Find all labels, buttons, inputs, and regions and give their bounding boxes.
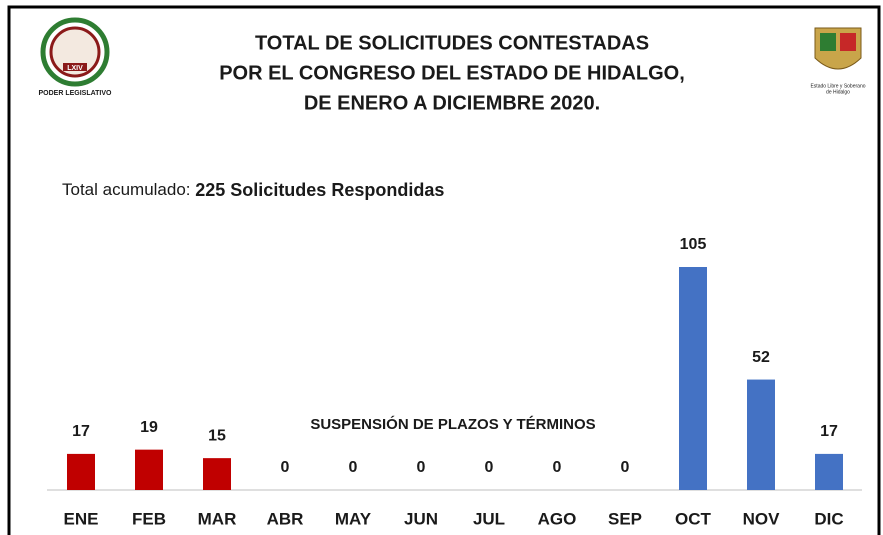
logo-part <box>820 33 836 51</box>
logo-left: LXIV PODER LEGISLATIVO <box>39 17 113 97</box>
value-label: 0 <box>485 459 494 476</box>
x-tick-label: ENE <box>64 509 99 528</box>
x-tick-label: FEB <box>132 509 166 528</box>
value-label: 52 <box>752 349 770 366</box>
bar <box>815 453 843 490</box>
bar <box>135 449 163 490</box>
bar <box>679 267 707 490</box>
annotation: SUSPENSIÓN DE PLAZOS Y TÉRMINOS <box>310 415 595 433</box>
value-label: 0 <box>621 459 630 476</box>
bar <box>747 379 775 490</box>
chart-title: TOTAL DE SOLICITUDES CONTESTADAS <box>255 32 649 54</box>
x-tick-label: MAR <box>198 509 237 528</box>
x-tick-label: DIC <box>814 509 843 528</box>
value-label: 0 <box>417 459 426 476</box>
x-tick-label: MAY <box>335 509 372 528</box>
logo-right: Estado Libre y Soberano de Hidalgo <box>810 27 866 95</box>
x-tick-label: OCT <box>675 509 712 528</box>
bar <box>67 453 95 490</box>
bar <box>203 458 231 490</box>
value-label: 0 <box>281 459 290 476</box>
value-label: 105 <box>680 236 707 253</box>
logo-part <box>840 33 856 51</box>
value-label: 17 <box>820 423 838 440</box>
value-label: 17 <box>72 423 90 440</box>
x-tick-label: JUL <box>473 509 505 528</box>
logo-badge: LXIV <box>67 65 83 72</box>
chart-title: DE ENERO A DICIEMBRE 2020. <box>304 92 600 114</box>
frame <box>7 5 881 535</box>
subtitle-value: 225 Solicitudes Respondidas <box>195 180 444 200</box>
logo-caption: PODER LEGISLATIVO <box>39 90 113 97</box>
logo-caption: de Hidalgo <box>826 89 850 95</box>
logo-band <box>63 63 87 71</box>
subtitle: Total acumulado: 225 Solicitudes Respond… <box>62 180 444 200</box>
value-label: 0 <box>553 459 562 476</box>
logo-caption: Estado Libre y Soberano <box>810 83 865 89</box>
x-tick-label: AGO <box>538 509 577 528</box>
subtitle-label: Total acumulado: <box>62 180 191 199</box>
x-tick-label: NOV <box>743 509 781 528</box>
x-tick-label: ABR <box>267 509 304 528</box>
value-label: 19 <box>140 419 158 436</box>
value-label: 0 <box>349 459 358 476</box>
x-tick-label: JUN <box>404 509 438 528</box>
chart-title: POR EL CONGRESO DEL ESTADO DE HIDALGO, <box>219 62 685 84</box>
value-label: 15 <box>208 427 226 444</box>
x-tick-label: SEP <box>608 509 642 528</box>
